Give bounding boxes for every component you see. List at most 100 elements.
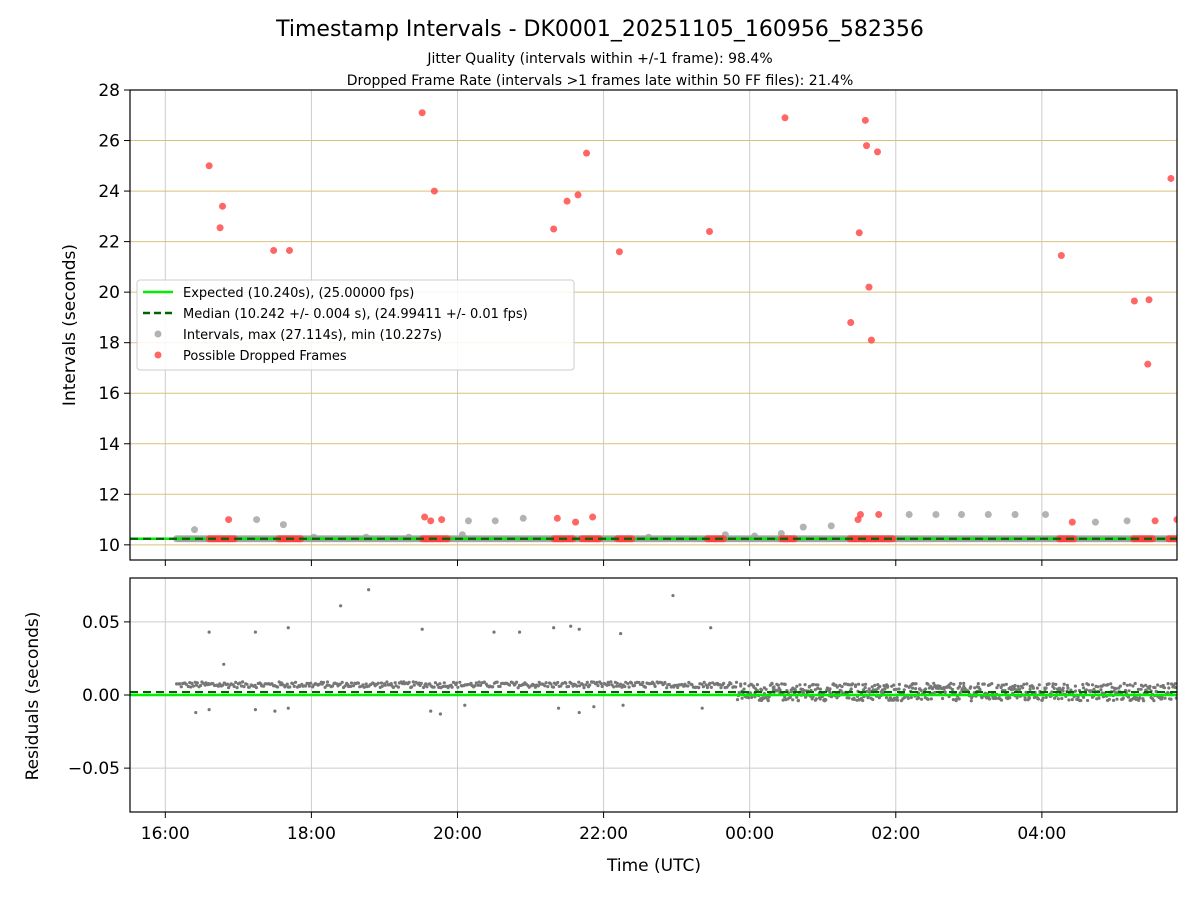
- residual-point: [385, 680, 389, 684]
- residual-point: [1138, 696, 1142, 700]
- residual-point: [813, 688, 817, 692]
- residual-point: [897, 682, 902, 687]
- residual-point: [242, 685, 246, 689]
- residual-point: [609, 680, 613, 684]
- residual-point: [577, 627, 581, 631]
- legend-median-label: Median (10.242 +/- 0.004 s), (24.99411 +…: [183, 307, 528, 322]
- residual-point: [178, 682, 182, 686]
- residual-point: [1152, 699, 1156, 703]
- residual-point: [958, 681, 963, 686]
- residual-point: [221, 683, 225, 687]
- residual-point: [1118, 684, 1122, 688]
- interval-point: [827, 522, 835, 530]
- residual-point: [663, 680, 667, 685]
- residual-point: [1115, 697, 1119, 701]
- interval-point: [1011, 511, 1019, 519]
- residual-point: [892, 696, 896, 700]
- residual-point: [419, 681, 423, 686]
- residual-point: [911, 686, 915, 690]
- dropped-frame-point: [1144, 360, 1152, 368]
- residual-point: [1081, 686, 1086, 690]
- residual-point: [207, 708, 211, 712]
- residual-point: [544, 681, 548, 685]
- residual-point: [888, 696, 892, 700]
- interval-point: [519, 514, 527, 522]
- residual-point: [798, 683, 802, 687]
- residual-point: [1016, 684, 1020, 689]
- residual-point: [291, 682, 295, 686]
- subtitle-line-1: Jitter Quality (intervals within +/-1 fr…: [426, 51, 772, 67]
- residual-point: [770, 682, 774, 686]
- residual-point: [1004, 682, 1009, 686]
- dropped-frame-point: [875, 511, 883, 519]
- residual-point: [948, 686, 952, 690]
- residual-point: [253, 708, 257, 712]
- residual-point: [709, 685, 714, 690]
- residual-point: [254, 686, 258, 690]
- residual-point: [1099, 688, 1103, 692]
- residual-point: [994, 696, 998, 701]
- residual-point: [546, 685, 550, 689]
- residual-point: [343, 684, 347, 688]
- residual-point: [1035, 686, 1039, 690]
- residual-point: [615, 681, 619, 685]
- residual-point: [393, 681, 397, 685]
- residual-point: [1153, 686, 1157, 690]
- residual-point: [719, 686, 723, 690]
- residual-point: [878, 684, 882, 689]
- residual-point: [776, 683, 781, 687]
- residual-point: [884, 696, 889, 700]
- dropped-frame-point: [874, 148, 882, 156]
- residual-point: [323, 685, 327, 690]
- residual-point: [1107, 697, 1111, 702]
- dropped-frame-point: [418, 109, 426, 117]
- residual-point: [618, 682, 623, 686]
- residual-point: [454, 681, 459, 685]
- residual-point: [596, 684, 600, 688]
- residual-point: [317, 682, 321, 686]
- dropped-frame-point: [1149, 535, 1157, 543]
- residual-point: [577, 680, 581, 684]
- residual-point: [943, 690, 947, 694]
- x-tick-label: 02:00: [871, 824, 920, 844]
- residual-point: [277, 680, 281, 684]
- residual-point: [1159, 684, 1163, 689]
- residual-point: [1032, 696, 1036, 700]
- interval-point: [777, 529, 785, 537]
- residual-point: [1097, 696, 1101, 700]
- dropped-frame-point: [865, 283, 873, 291]
- x-axis-label: Time (UTC): [606, 856, 701, 876]
- residual-point: [840, 685, 844, 689]
- residual-point: [556, 706, 561, 710]
- residual-point: [239, 684, 244, 688]
- residual-point: [1167, 686, 1171, 690]
- residual-point: [340, 680, 344, 685]
- residual-point: [498, 684, 502, 689]
- y-tick-label-top: 28: [98, 81, 120, 101]
- interval-point: [279, 521, 287, 529]
- residual-point: [190, 681, 194, 686]
- x-tick-label: 18:00: [287, 824, 336, 844]
- residual-point: [957, 697, 961, 701]
- dropped-frame-point: [889, 535, 897, 543]
- residual-point: [298, 684, 302, 689]
- residual-point: [849, 687, 853, 691]
- residual-point: [1011, 687, 1016, 691]
- residual-point: [641, 680, 645, 685]
- dropped-frame-point: [1145, 296, 1153, 304]
- residual-point: [919, 697, 924, 701]
- residual-point: [420, 627, 424, 631]
- residual-point: [273, 709, 277, 713]
- residual-point: [482, 680, 486, 684]
- residual-point: [853, 684, 858, 689]
- residual-point: [433, 681, 437, 685]
- y-tick-label-top: 14: [98, 435, 120, 455]
- subtitle-line-2: Dropped Frame Rate (intervals >1 frames …: [347, 73, 854, 89]
- residual-point: [1025, 682, 1029, 686]
- residual-point: [288, 685, 292, 689]
- residual-point: [855, 698, 859, 702]
- residual-point: [458, 680, 462, 684]
- residual-point: [285, 682, 289, 686]
- dropped-frame-point: [430, 187, 438, 195]
- residual-point: [894, 687, 898, 692]
